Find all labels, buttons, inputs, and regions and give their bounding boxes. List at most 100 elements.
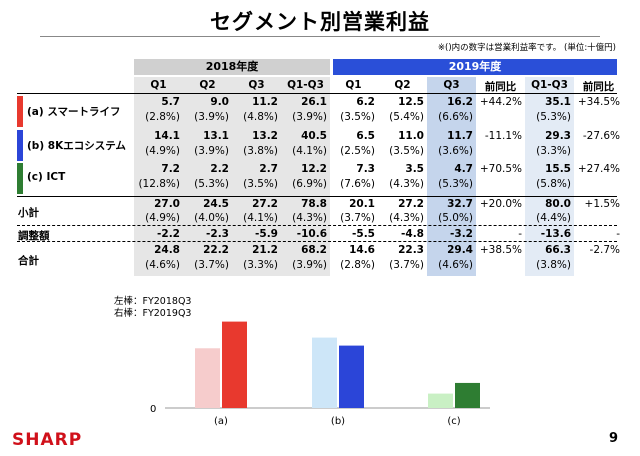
segment-row-ratio: (3.8%)	[243, 145, 278, 157]
segment-row-value: 11.2	[252, 96, 278, 108]
column-header: Q2	[199, 79, 216, 91]
segment-row-value: 4.7	[454, 163, 473, 175]
shade-2018	[134, 77, 330, 276]
legend-right-bar: 右棒：FY2019Q3	[114, 308, 192, 319]
total-row-value: +38.5%	[479, 244, 522, 256]
adjustment-row-value: -5.9	[255, 228, 278, 240]
adjustment-row-value: -3.2	[450, 228, 473, 240]
column-header: Q3	[248, 79, 265, 91]
subtotal-rule	[17, 196, 617, 197]
segment-row-ratio: (3.5%)	[243, 178, 278, 190]
subtotal-row-value: 32.7	[447, 198, 473, 210]
subtotal-row-value: 20.1	[349, 198, 375, 210]
unit-note: ※()内の数字は営業利益率です。 (単位:十億円)	[437, 43, 616, 53]
segment-row-ratio: (2.5%)	[340, 145, 375, 157]
segment-row-value: 3.5	[405, 163, 424, 175]
column-header: 前同比	[582, 81, 615, 93]
header-rule	[17, 93, 617, 94]
column-header: Q3	[443, 79, 460, 91]
segment-row-ratio: (7.6%)	[340, 178, 375, 190]
total-row-ratio: (3.7%)	[194, 259, 229, 271]
segment-row-value: 2.2	[210, 163, 229, 175]
year-header-2019: 2019年度	[333, 59, 617, 75]
adjustment-row-value: -2.3	[206, 228, 229, 240]
segment-row-ratio: (4.9%)	[145, 145, 180, 157]
adjustment-row-value: -13.6	[540, 228, 571, 240]
segment-row-ratio: (3.9%)	[292, 111, 327, 123]
x-tick-label: (a)	[214, 416, 228, 427]
subtotal-row-ratio: (4.3%)	[389, 212, 424, 224]
adjustment-row-value: -10.6	[296, 228, 327, 240]
segment-row-value: 6.5	[356, 130, 375, 142]
segment-row-ratio: (6.9%)	[292, 178, 327, 190]
shade-2019-q3	[427, 77, 476, 276]
segment-label: (b) 8Kエコシステム	[27, 140, 126, 152]
segment-row-ratio: (3.9%)	[194, 111, 229, 123]
segment-color-marker	[17, 96, 23, 127]
subtotal-row-ratio: (4.3%)	[292, 212, 327, 224]
subtotal-row-value: 27.2	[398, 198, 424, 210]
adjustment-top-rule	[17, 225, 617, 226]
y-tick-label: 0	[150, 404, 156, 415]
total-row-ratio: (2.8%)	[340, 259, 375, 271]
adjustment-row-value: -2.2	[157, 228, 180, 240]
segment-label: (a) スマートライフ	[27, 106, 121, 118]
subtotal-row-value: 24.5	[203, 198, 229, 210]
total-row-value: -2.7%	[589, 244, 620, 256]
total-row-value: 14.6	[349, 244, 375, 256]
segment-row-value: -11.1%	[484, 130, 522, 142]
subtotal-row-value: +20.0%	[479, 198, 522, 210]
segment-label: (c) ICT	[27, 171, 66, 183]
segment-row-ratio: (12.8%)	[138, 178, 180, 190]
segment-row-value: +44.2%	[479, 96, 522, 108]
total-row-value: 22.3	[398, 244, 424, 256]
subtotal-row-value: 80.0	[545, 198, 571, 210]
segment-row-ratio: (5.4%)	[389, 111, 424, 123]
total-row-value: 29.4	[447, 244, 473, 256]
title-underline	[40, 36, 600, 37]
segment-row-value: 2.7	[259, 163, 278, 175]
x-tick-label: (c)	[447, 416, 460, 427]
adjustment-row-value: -5.5	[352, 228, 375, 240]
subtotal-row-value: 78.8	[301, 198, 327, 210]
bar-fy2019q3	[455, 382, 480, 408]
segment-row-value: 6.2	[356, 96, 375, 108]
page-title: セグメント別営業利益	[210, 10, 430, 34]
segment-row-value: 35.1	[545, 96, 571, 108]
subtotal-row-ratio: (4.1%)	[243, 212, 278, 224]
segment-row-value: 11.0	[398, 130, 424, 142]
column-header: Q1	[345, 79, 362, 91]
total-row-ratio: (4.6%)	[438, 259, 473, 271]
segment-row-ratio: (2.8%)	[145, 111, 180, 123]
segment-row-value: 7.2	[161, 163, 180, 175]
segment-row-ratio: (3.6%)	[438, 145, 473, 157]
bar-fy2019q3	[222, 321, 247, 408]
subtotal-label: 小計	[18, 207, 39, 219]
column-header: Q1	[150, 79, 167, 91]
segment-row-ratio: (4.3%)	[389, 178, 424, 190]
segment-row-ratio: (5.3%)	[536, 111, 571, 123]
adjustment-row-value: -	[518, 228, 522, 240]
segment-row-ratio: (5.3%)	[438, 178, 473, 190]
subtotal-row-ratio: (5.0%)	[438, 212, 473, 224]
segment-row-value: +70.5%	[479, 163, 522, 175]
segment-row-ratio: (5.8%)	[536, 178, 571, 190]
adjustment-row-value: -4.8	[401, 228, 424, 240]
subtotal-row-value: +1.5%	[584, 198, 620, 210]
legend-left-bar: 左棒：FY2018Q3	[114, 296, 192, 307]
segment-color-marker	[17, 130, 23, 161]
segment-row-value: 16.2	[447, 96, 473, 108]
total-row-ratio: (3.9%)	[292, 259, 327, 271]
total-row-value: 24.8	[154, 244, 180, 256]
bar-fy2019q3	[339, 345, 364, 408]
column-header: Q2	[394, 79, 411, 91]
segment-row-ratio: (5.3%)	[194, 178, 229, 190]
segment-row-value: +27.4%	[577, 163, 620, 175]
total-row-ratio: (3.8%)	[536, 259, 571, 271]
segment-row-ratio: (3.5%)	[389, 145, 424, 157]
segment-row-value: 26.1	[301, 96, 327, 108]
segment-row-value: 40.5	[301, 130, 327, 142]
total-row-ratio: (3.7%)	[389, 259, 424, 271]
segment-row-value: 9.0	[210, 96, 229, 108]
